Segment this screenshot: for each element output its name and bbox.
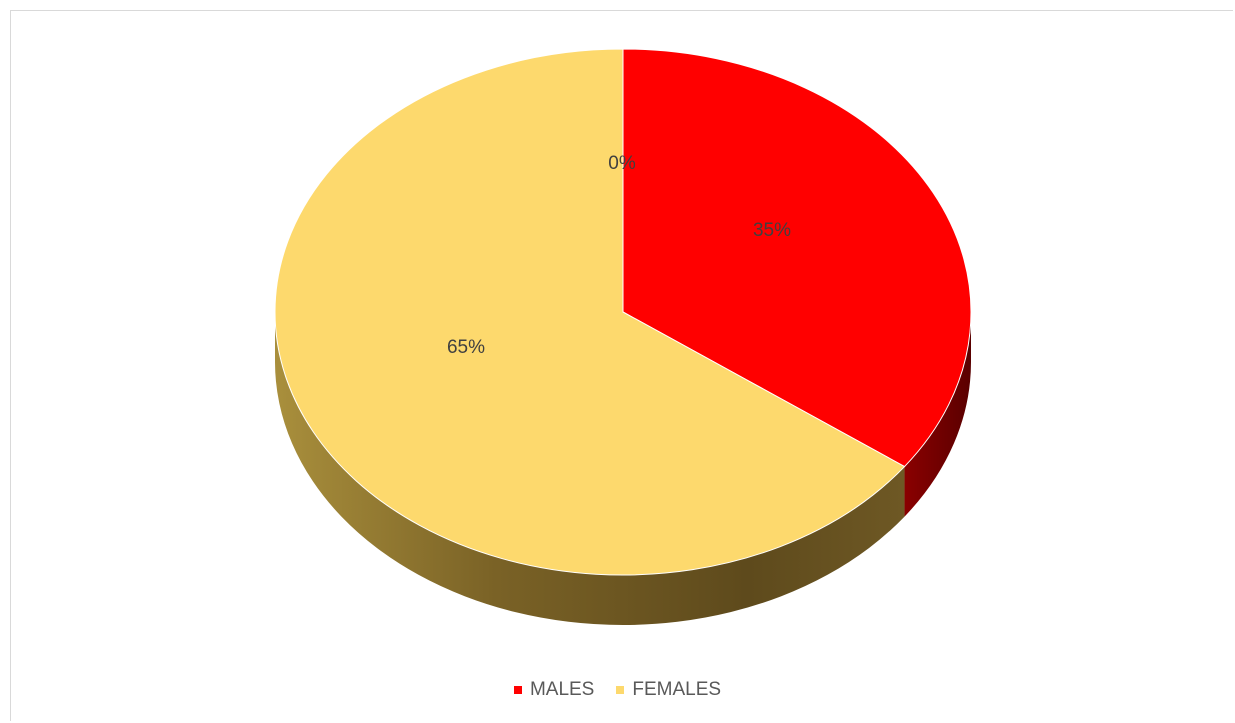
legend: MALES FEMALES — [0, 676, 1235, 704]
slice-side-females — [275, 312, 905, 626]
slice-males[interactable] — [622, 48, 972, 468]
legend-label-females: FEMALES — [632, 679, 722, 700]
slice-side-males — [904, 312, 972, 517]
slice-females[interactable] — [274, 48, 906, 576]
legend-swatch-males — [513, 686, 522, 694]
data-label-females: 65% — [447, 337, 485, 358]
legend-item-males[interactable]: MALES — [513, 679, 595, 701]
data-label-males: 35% — [753, 220, 791, 241]
legend-swatch-females — [616, 686, 625, 694]
legend-item-females[interactable]: FEMALES — [616, 679, 721, 701]
legend-label-males: MALES — [529, 679, 595, 700]
data-label-zero: 0% — [608, 153, 636, 174]
